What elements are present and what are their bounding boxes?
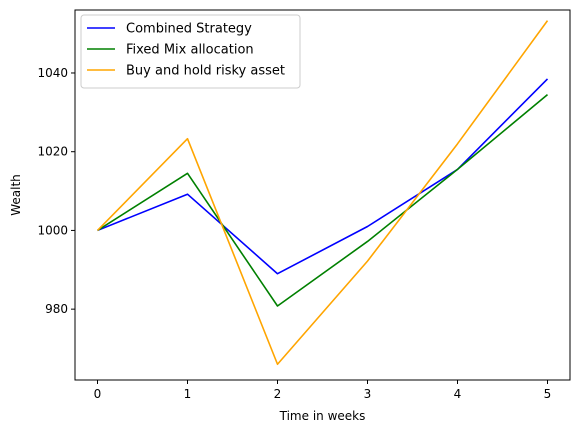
legend: Combined Strategy Fixed Mix allocation Buy… <box>80 14 301 89</box>
series-line-2 <box>97 94 549 307</box>
series-line-1 <box>97 78 549 275</box>
y-axis-label: Wealth <box>9 174 23 216</box>
x-tick-label: 2 <box>274 387 282 401</box>
legend-label: Buy and hold risky asset <box>126 64 285 79</box>
series-layer <box>96 20 549 366</box>
x-tick-label: 3 <box>364 387 372 401</box>
y-axis: 980 1000 1020 1040 <box>37 66 75 316</box>
series-line-3 <box>96 20 549 366</box>
legend-label: Fixed Mix allocation <box>126 43 254 58</box>
y-tick-label: 1040 <box>37 66 68 80</box>
x-tick-label: 0 <box>94 387 102 401</box>
legend-label: Combined Strategy <box>126 22 252 37</box>
plot-frame <box>74 9 571 381</box>
x-tick-label: 5 <box>544 387 552 401</box>
x-tick-label: 4 <box>454 387 462 401</box>
y-tick-label: 1000 <box>37 223 68 237</box>
legend-box <box>80 14 301 89</box>
x-tick-label: 1 <box>184 387 192 401</box>
x-axis-label: Time in weeks <box>279 409 366 423</box>
x-axis: 0 1 2 3 4 5 <box>94 380 552 401</box>
y-tick-label: 1020 <box>37 145 68 159</box>
y-tick-label: 980 <box>45 302 68 316</box>
